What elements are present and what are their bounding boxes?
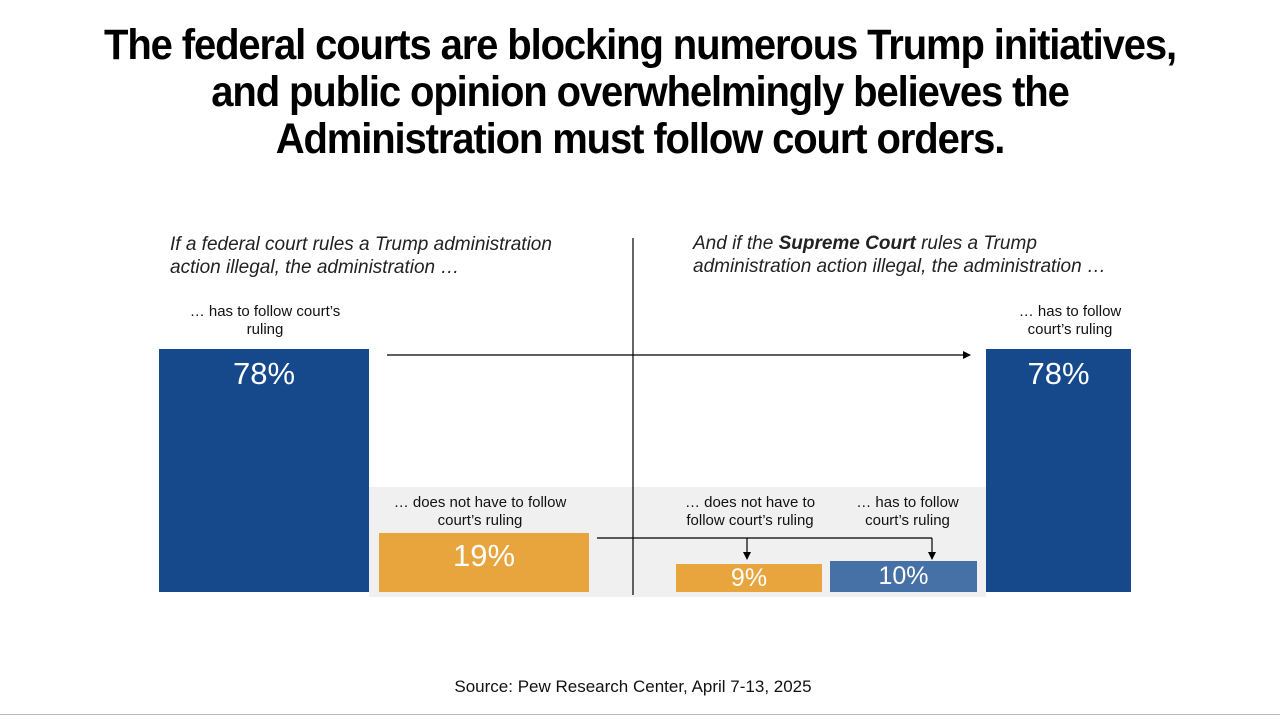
bar-label-left-follow-line-1: … has to follow court’s [189, 303, 341, 320]
bar-left-follow: 78% [159, 348, 369, 592]
left-question-line-1: If a federal court rules a Trump adminis… [170, 234, 552, 255]
bar-label-right-not-follow-line-2: follow court’s ruling [686, 512, 814, 529]
left-question-line-2: action illegal, the administration … [170, 257, 460, 278]
bar-value-label: 10% [878, 561, 929, 590]
right-question-suffix: rules a Trump [915, 233, 1037, 254]
page-title: The federal courts are blocking numerous… [45, 22, 1235, 163]
bottom-divider [0, 714, 1280, 715]
bar-label-right-not-follow-line-1: … does not have to [684, 494, 816, 511]
bar-label-right-follow-small-line-2: court’s ruling [865, 512, 950, 529]
title-line-3: Administration must follow court orders. [275, 115, 1006, 163]
bar-label-right-follow: … has to follow court’s ruling [995, 303, 1145, 339]
bar-label-left-not-follow-line-1: … does not have to follow [393, 494, 567, 511]
right-question-line-1: And if the Supreme Court rules a Trump [693, 232, 1106, 255]
source-note: Source: Pew Research Center, April 7-13,… [454, 677, 812, 696]
right-question: And if the Supreme Court rules a Trump a… [693, 232, 1106, 278]
bar-label-left-follow: … has to follow court’s ruling [160, 303, 370, 339]
bar-label-right-follow-small: … has to follow court’s ruling [830, 494, 985, 530]
bar-label-right-follow-line-2: court’s ruling [1027, 321, 1113, 338]
title-line-2: and public opinion overwhelmingly believ… [211, 68, 1070, 116]
right-question-prefix: And if the [693, 233, 779, 254]
right-question-line-2: administration action illegal, the admin… [693, 256, 1106, 277]
bar-value-label: 78% [232, 355, 296, 391]
bar-right-follow-small: 10% [830, 560, 977, 592]
bar-right-not-follow: 9% [676, 563, 822, 592]
bar-label-left-follow-line-2: ruling [246, 321, 284, 338]
bar-value-label: 19% [452, 537, 516, 573]
bar-label-right-follow-small-line-1: … has to follow [856, 494, 959, 511]
title-line-1: The federal courts are blocking numerous… [104, 21, 1177, 69]
bar-right-follow: 78% [986, 348, 1131, 592]
right-question-bold: Supreme Court [778, 233, 916, 254]
bar-value-label: 78% [1027, 355, 1090, 391]
bar-label-left-not-follow-line-2: court’s ruling [437, 512, 523, 529]
bar-label-right-follow-line-1: … has to follow [1018, 303, 1122, 320]
left-question: If a federal court rules a Trump adminis… [170, 233, 552, 279]
bar-label-right-not-follow: … does not have to follow court’s ruling [665, 494, 835, 530]
bar-label-left-not-follow: … does not have to follow court’s ruling [370, 494, 590, 530]
bar-left-not-follow: 19% [379, 532, 589, 592]
bar-value-label: 9% [730, 563, 768, 592]
